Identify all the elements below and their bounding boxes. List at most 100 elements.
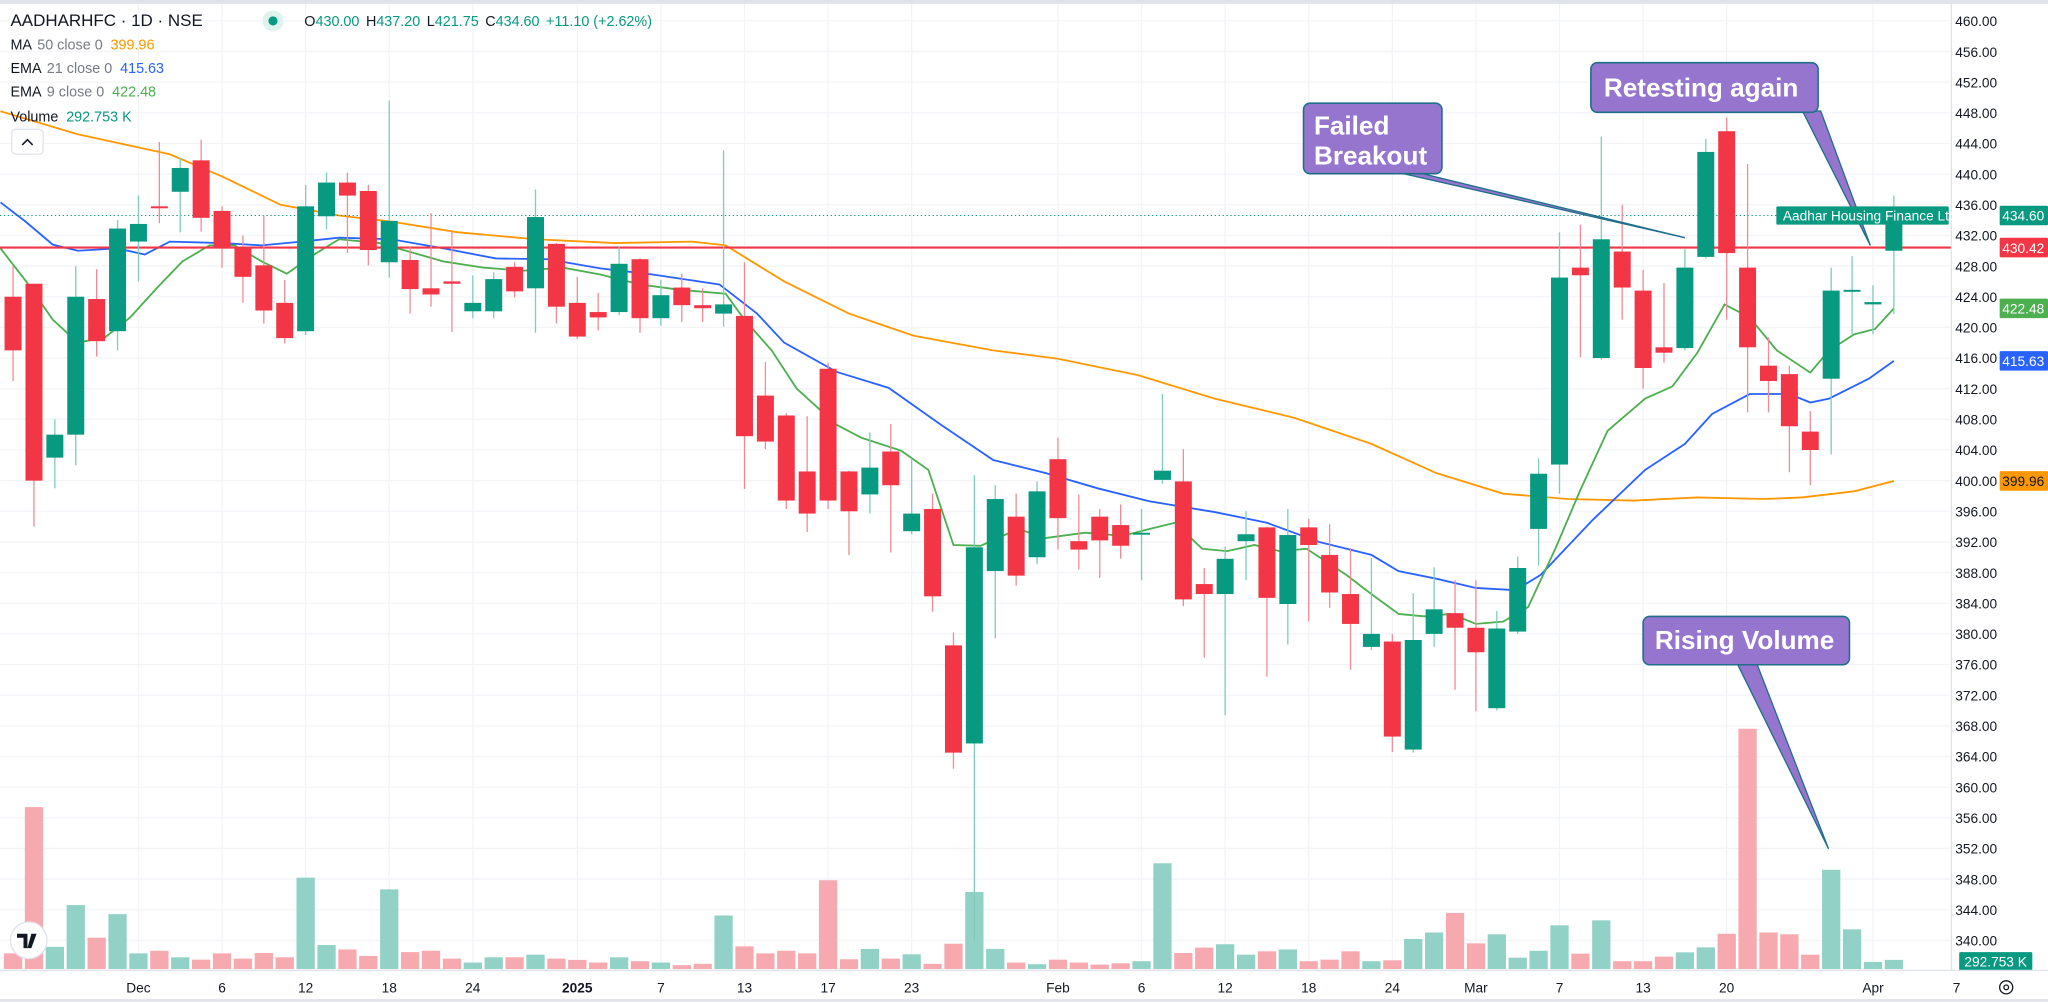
volume-bar: [1174, 952, 1193, 970]
price-tick-label: 368.00: [1955, 719, 1997, 734]
symbol-name-badge: [1776, 206, 1949, 225]
price-tick-label: 436.00: [1955, 198, 1997, 213]
candle-body: [1613, 251, 1631, 288]
time-tick-label: 7: [1556, 981, 1564, 996]
candle-body: [756, 395, 774, 442]
callout-retesting-again[interactable]: Retesting again: [1590, 61, 1871, 246]
candle-body: [1133, 532, 1151, 535]
volume-bar: [839, 959, 859, 970]
volume-bar: [1571, 953, 1590, 970]
price-tick-label: 404.00: [1955, 443, 1997, 458]
volume-bar: [1383, 960, 1402, 970]
candle-body: [1780, 374, 1798, 427]
legend-row-ema[interactable]: EMA 9 close 0 422.48: [10, 85, 156, 101]
tradingview-logo-icon[interactable]: [9, 921, 48, 960]
price-axis[interactable]: [1951, 0, 2048, 1003]
volume-bar: [568, 959, 587, 970]
ema21-price-badge: [1999, 351, 2048, 371]
candle-body: [1091, 516, 1109, 541]
candle-body: [171, 168, 189, 192]
volume-bar: [1320, 959, 1339, 970]
price-tick-label: 364.00: [1955, 750, 1997, 765]
volume-bar: [296, 877, 315, 970]
legend-row-ma[interactable]: MA 50 close 0 399.96: [10, 38, 154, 54]
time-tick-label: 13: [1635, 981, 1651, 996]
callout-failed-breakout[interactable]: Failed Breakout: [1302, 102, 1686, 239]
candle-body: [777, 415, 795, 501]
time-tick-label: 6: [218, 981, 226, 996]
time-axis-labels[interactable]: Dec 6 12 18 24 2025 7 13 17 23 Feb 6 12 18 24 Mar 7 13 20 A…: [126, 981, 1960, 996]
volume-bar: [442, 958, 462, 970]
volume-bar: [798, 953, 817, 970]
volume-bar: [1195, 947, 1214, 970]
volume-bar: [547, 958, 566, 970]
candle-body: [1383, 641, 1401, 737]
candle-body: [1467, 627, 1485, 653]
candle-body: [610, 263, 628, 313]
candle-body: [464, 302, 482, 312]
volume-bar: [1299, 961, 1318, 970]
volume-bar: [1675, 952, 1695, 970]
collapse-legend-button[interactable]: [11, 128, 44, 155]
volume-bars: [3, 728, 1904, 970]
candle-body: [1425, 609, 1443, 634]
time-tick-label: 12: [1218, 981, 1233, 996]
candle-body: [276, 302, 294, 339]
volume-bar: [3, 953, 23, 970]
candles: [4, 100, 1903, 941]
volume-bar: [1341, 951, 1360, 970]
price-tick-label: 448.00: [1955, 106, 1997, 121]
candle-body: [297, 206, 315, 332]
candle-body: [359, 190, 377, 250]
volume-bar: [212, 953, 232, 970]
price-axis-labels: 460.00 456.00 452.00 448.00 444.00 440.00 436.…: [1955, 14, 1997, 948]
candle-body: [1551, 277, 1568, 465]
candle-body: [965, 547, 983, 744]
volume-bar: [400, 952, 420, 970]
volume-bar: [860, 948, 880, 970]
volume-bar: [1633, 961, 1653, 970]
chevron-up-icon: [21, 138, 34, 146]
volume-bar: [902, 954, 921, 970]
candle-body: [1676, 267, 1694, 349]
legend-row-volume[interactable]: Volume 292.753 K: [10, 109, 132, 125]
price-tick-label: 396.00: [1955, 505, 1997, 520]
volume-bar: [1090, 964, 1109, 970]
price-tick-label: 424.00: [1955, 290, 1997, 305]
volume-bar: [526, 954, 545, 970]
candle-body: [1237, 534, 1255, 542]
candle-body: [1362, 633, 1380, 647]
settings-gear-icon[interactable]: [1999, 980, 2014, 995]
price-tick-label: 452.00: [1955, 75, 1997, 90]
price-tick-label: 432.00: [1955, 229, 1997, 244]
volume-bar: [1424, 932, 1444, 970]
price-tick-label: 360.00: [1955, 780, 1997, 795]
time-tick-label: 18: [382, 981, 398, 996]
market-status-dot-icon: [268, 16, 278, 26]
candle-body: [1174, 481, 1192, 600]
volume-bar: [1654, 956, 1674, 970]
price-tick-label: 428.00: [1955, 259, 1997, 274]
candle-body: [338, 182, 356, 196]
price-tick-label: 412.00: [1955, 382, 1997, 397]
time-tick-label: 17: [820, 981, 835, 996]
volume-bar: [944, 943, 963, 970]
candle-body: [401, 259, 419, 290]
last-price-badge: [1999, 205, 2048, 226]
ema21-price-badge-text: 415.63: [2002, 354, 2044, 369]
symbol-name-text: Aadhar Housing Finance Ltd.: [1783, 209, 1961, 224]
candle-body: [234, 246, 252, 277]
legend-name: Volume: [10, 109, 58, 125]
volume-bar: [1111, 963, 1130, 970]
symbol-title[interactable]: AADHARHFC · 1D · NSE: [10, 11, 202, 30]
volume-bar: [714, 915, 733, 970]
time-tick-label: 2025: [562, 981, 593, 996]
legend-params: 21 close 0: [47, 61, 112, 77]
volume-bar: [818, 880, 838, 970]
candle-body: [380, 220, 398, 263]
callout-rising-volume[interactable]: Rising Volume: [1642, 615, 1851, 850]
legend-row-ema[interactable]: EMA 21 close 0 415.63: [10, 61, 164, 77]
candle-body: [736, 315, 753, 437]
candle-body: [1049, 459, 1067, 519]
